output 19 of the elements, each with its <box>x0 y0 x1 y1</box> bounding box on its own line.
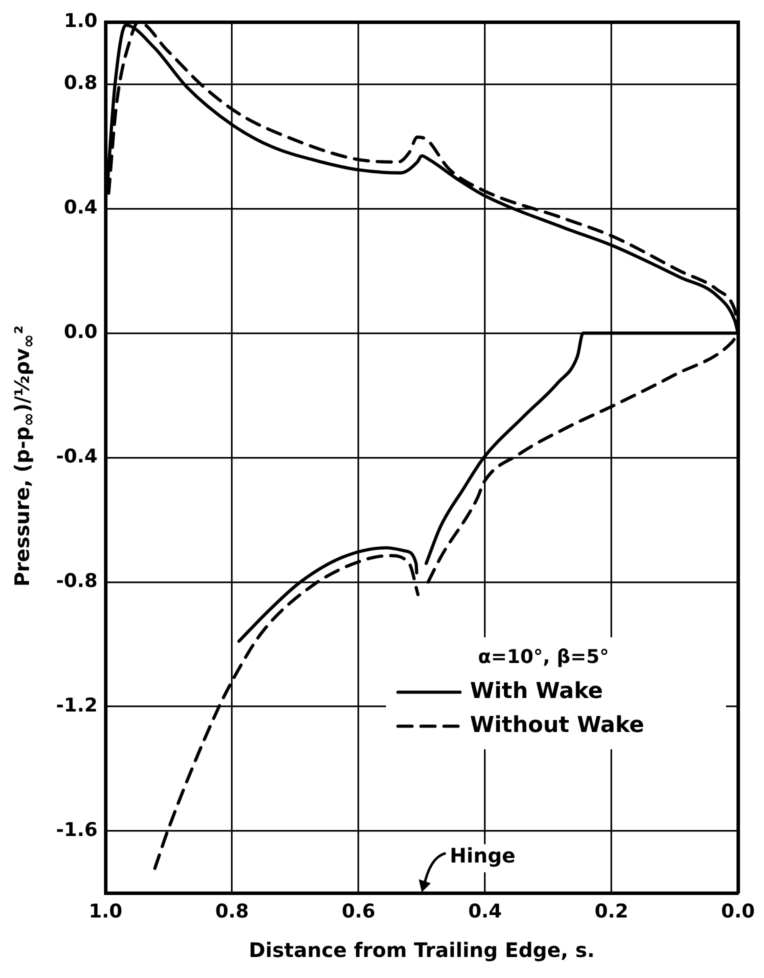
annotation: Hinge <box>450 843 516 868</box>
x-tick-label: 0.6 <box>342 900 376 923</box>
y-tick-label: -0.8 <box>56 570 98 592</box>
y-tick-label: 1.0 <box>64 10 98 32</box>
x-tick-label: 0.2 <box>594 900 628 923</box>
y-tick-label: -0.4 <box>56 446 98 468</box>
legend-title: α=10°, β=5° <box>478 646 609 668</box>
legend-label: With Wake <box>470 678 603 704</box>
y-tick-label: 0.8 <box>64 72 98 94</box>
y-tick-label: -1.6 <box>56 818 98 841</box>
x-tick-label: 0.8 <box>215 900 249 923</box>
y-tick-label: -1.2 <box>56 694 98 716</box>
x-tick-label: 0.4 <box>468 900 502 923</box>
legend-label: Without Wake <box>470 712 644 738</box>
x-tick-label: 0.0 <box>721 900 755 923</box>
y-tick-label: 0.0 <box>64 321 98 344</box>
x-tick-label: 1.0 <box>88 900 122 923</box>
x-axis-title: Distance from Trailing Edge, s. <box>248 938 595 962</box>
y-tick-label: 0.4 <box>64 196 98 219</box>
